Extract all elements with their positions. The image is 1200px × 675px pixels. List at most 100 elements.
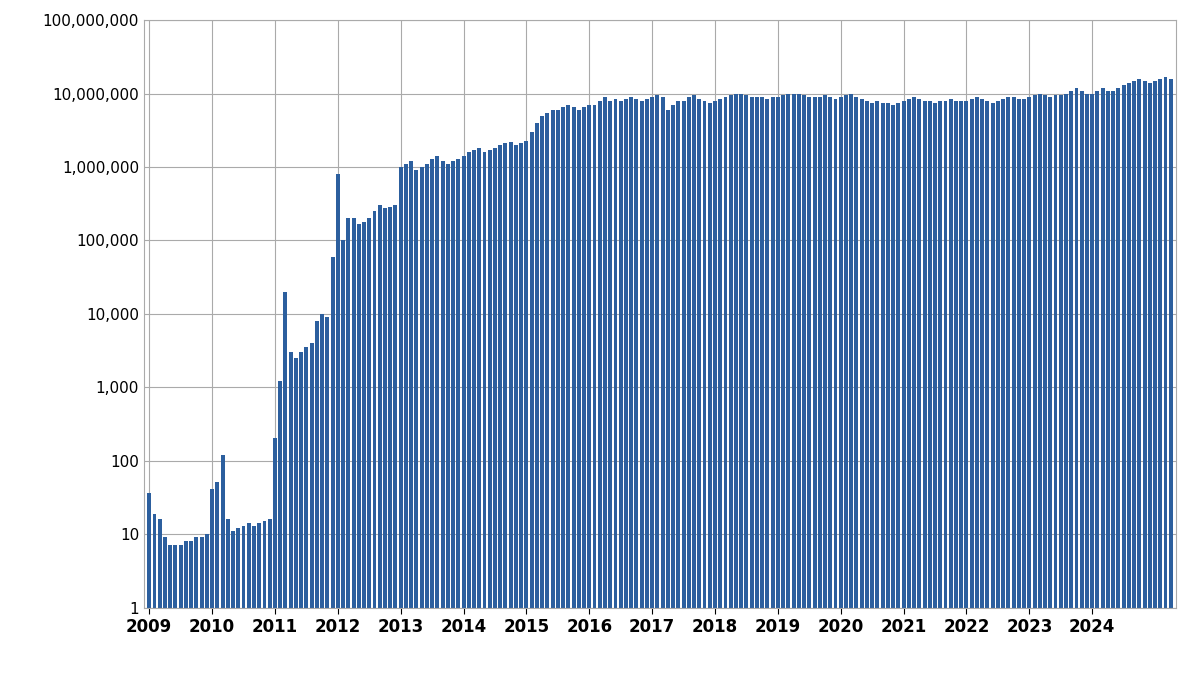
Bar <box>802 95 806 608</box>
Bar <box>398 167 403 608</box>
Bar <box>938 101 942 608</box>
Bar <box>1007 97 1010 608</box>
Bar <box>163 537 167 608</box>
Bar <box>184 541 188 608</box>
Bar <box>1027 97 1031 608</box>
Bar <box>928 101 931 608</box>
Bar <box>1091 94 1094 608</box>
Bar <box>157 519 162 608</box>
Bar <box>865 101 869 608</box>
Bar <box>394 205 397 608</box>
Bar <box>566 105 570 608</box>
Bar <box>644 99 649 608</box>
Bar <box>1142 81 1146 608</box>
Bar <box>389 207 392 608</box>
Bar <box>467 152 470 608</box>
Bar <box>236 529 240 608</box>
Bar <box>613 99 618 608</box>
Bar <box>341 240 346 608</box>
Bar <box>970 99 973 608</box>
Bar <box>268 519 271 608</box>
Bar <box>671 105 676 608</box>
Bar <box>770 97 774 608</box>
Bar <box>1138 79 1141 608</box>
Bar <box>263 521 266 608</box>
Bar <box>498 145 502 608</box>
Bar <box>546 113 550 608</box>
Bar <box>650 97 654 608</box>
Bar <box>148 493 151 608</box>
Bar <box>514 145 518 608</box>
Bar <box>1064 94 1068 608</box>
Bar <box>839 97 842 608</box>
Bar <box>1001 99 1006 608</box>
Bar <box>1080 90 1084 608</box>
Bar <box>1069 90 1073 608</box>
Bar <box>1164 77 1168 608</box>
Bar <box>1016 99 1021 608</box>
Bar <box>1032 95 1037 608</box>
Bar <box>232 531 235 608</box>
Bar <box>776 97 780 608</box>
Bar <box>881 103 884 608</box>
Bar <box>1132 81 1136 608</box>
Bar <box>854 97 858 608</box>
Bar <box>996 101 1000 608</box>
Bar <box>456 159 461 608</box>
Bar <box>850 94 853 608</box>
Bar <box>965 101 968 608</box>
Bar <box>598 101 601 608</box>
Bar <box>781 95 785 608</box>
Bar <box>954 101 958 608</box>
Bar <box>834 99 838 608</box>
Bar <box>786 94 791 608</box>
Bar <box>472 150 476 608</box>
Bar <box>383 208 386 608</box>
Bar <box>980 99 984 608</box>
Bar <box>252 526 256 608</box>
Bar <box>1111 90 1115 608</box>
Bar <box>451 161 455 608</box>
Bar <box>682 101 685 608</box>
Bar <box>808 97 811 608</box>
Bar <box>152 514 156 608</box>
Bar <box>404 164 408 608</box>
Bar <box>886 103 890 608</box>
Bar <box>655 95 659 608</box>
Bar <box>356 223 361 608</box>
Bar <box>1038 94 1042 608</box>
Bar <box>1096 90 1099 608</box>
Bar <box>509 142 512 608</box>
Bar <box>1074 88 1079 608</box>
Bar <box>420 167 424 608</box>
Bar <box>985 101 989 608</box>
Bar <box>289 352 293 608</box>
Bar <box>190 541 193 608</box>
Bar <box>320 314 324 608</box>
Bar <box>760 97 764 608</box>
Bar <box>629 97 634 608</box>
Bar <box>1012 97 1015 608</box>
Bar <box>1153 81 1157 608</box>
Bar <box>818 97 822 608</box>
Bar <box>949 99 953 608</box>
Bar <box>1058 95 1063 608</box>
Bar <box>194 537 198 608</box>
Bar <box>362 221 366 608</box>
Bar <box>562 107 565 608</box>
Bar <box>299 352 304 608</box>
Bar <box>372 211 377 608</box>
Bar <box>556 110 560 608</box>
Bar <box>347 219 350 608</box>
Bar <box>367 219 371 608</box>
Bar <box>247 523 251 608</box>
Bar <box>1169 79 1172 608</box>
Bar <box>294 358 298 608</box>
Bar <box>734 94 738 608</box>
Bar <box>520 143 523 608</box>
Bar <box>440 161 444 608</box>
Bar <box>226 519 229 608</box>
Bar <box>493 148 497 608</box>
Bar <box>425 164 428 608</box>
Bar <box>974 97 979 608</box>
